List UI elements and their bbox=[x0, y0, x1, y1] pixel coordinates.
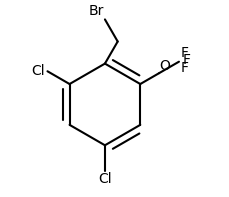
Text: Br: Br bbox=[88, 4, 104, 18]
Text: Cl: Cl bbox=[98, 172, 112, 186]
Text: F: F bbox=[181, 61, 189, 75]
Text: F: F bbox=[183, 53, 191, 67]
Text: Cl: Cl bbox=[31, 64, 45, 78]
Text: F: F bbox=[181, 46, 189, 60]
Text: O: O bbox=[160, 59, 171, 72]
